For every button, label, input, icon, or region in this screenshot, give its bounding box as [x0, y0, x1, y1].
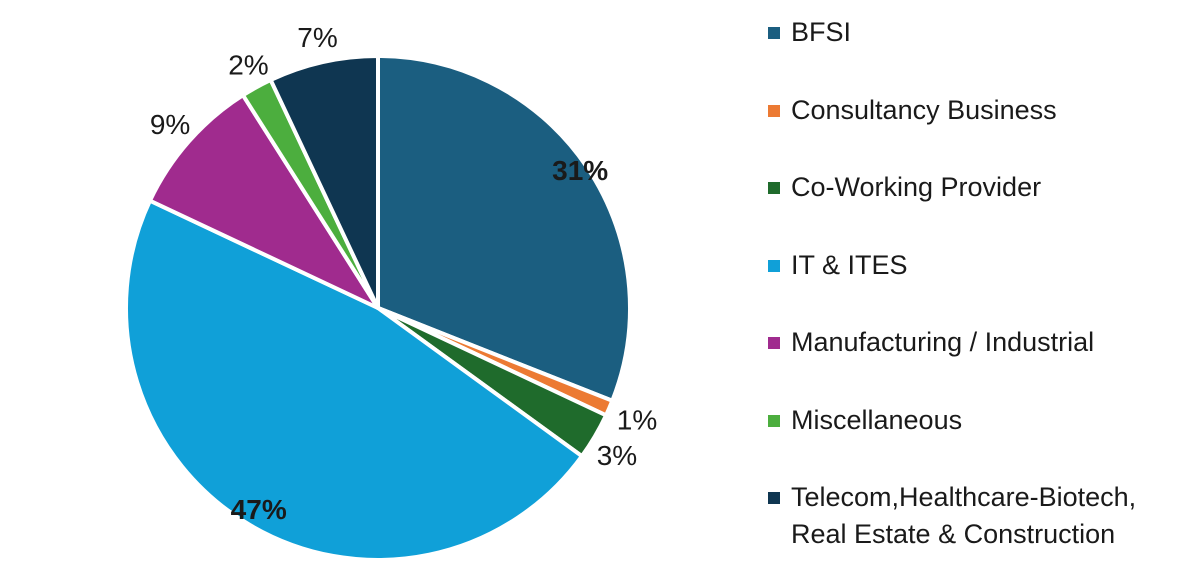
- legend-item-consultancy: Consultancy Business: [768, 92, 1188, 170]
- legend-label-miscellaneous: Miscellaneous: [791, 404, 963, 435]
- legend-label-coworking: Co-Working Provider: [791, 172, 1042, 202]
- legend-item-coworking: Co-Working Provider: [768, 169, 1188, 247]
- pie-slices: [124, 54, 632, 562]
- legend-label-telecom: Telecom,Healthcare-Biotech, Real Estate …: [791, 479, 1136, 553]
- pie-label-telecom: 7%: [297, 22, 337, 53]
- legend-label-telecom-line-1: Telecom,Healthcare-Biotech,: [791, 482, 1137, 512]
- legend-swatch-telecom: [768, 492, 780, 504]
- pie-label-consultancy: 1%: [617, 405, 657, 436]
- pie-slice-telecom: [268, 54, 380, 310]
- pie-label-manufacturing: 9%: [150, 109, 190, 140]
- pie-slice-bfsi: [376, 54, 632, 403]
- legend-swatch-bfsi: [768, 27, 780, 39]
- pie-slice-it-ites: [124, 198, 584, 562]
- legend: BFSI Consultancy Business Co-Working Pro…: [768, 14, 1188, 557]
- pie-chart: 31% 1% 3% 47% 9% 2% 7%: [124, 22, 657, 562]
- pie-label-bfsi: 31%: [552, 155, 608, 186]
- legend-label-it-ites: IT & ITES: [791, 249, 908, 280]
- legend-label-telecom-line-2: Real Estate & Construction: [791, 519, 1116, 549]
- legend-swatch-consultancy: [768, 104, 780, 117]
- legend-item-it-ites: IT & ITES: [768, 247, 1188, 325]
- legend-item-bfsi: BFSI: [768, 14, 1188, 92]
- pie-label-miscellaneous: 2%: [228, 50, 268, 81]
- pie-labels: 31% 1% 3% 47% 9% 2% 7%: [150, 22, 657, 525]
- legend-swatch-manufacturing: [768, 337, 780, 349]
- legend-item-miscellaneous: Miscellaneous: [768, 402, 1188, 480]
- legend-label-manufacturing: Manufacturing / Industrial: [791, 327, 1095, 357]
- legend-label-bfsi: BFSI: [791, 17, 852, 47]
- pie-slice-manufacturing: [147, 93, 380, 310]
- legend-swatch-miscellaneous: [768, 414, 780, 427]
- legend-item-telecom: Telecom,Healthcare-Biotech, Real Estate …: [768, 479, 1188, 557]
- pie-label-coworking: 3%: [597, 440, 637, 471]
- legend-swatch-coworking: [768, 182, 780, 194]
- legend-swatch-it-ites: [768, 259, 780, 272]
- legend-label-consultancy: Consultancy Business: [791, 94, 1057, 125]
- pie-label-it-ites: 47%: [231, 494, 287, 525]
- legend-item-manufacturing: Manufacturing / Industrial: [768, 324, 1188, 402]
